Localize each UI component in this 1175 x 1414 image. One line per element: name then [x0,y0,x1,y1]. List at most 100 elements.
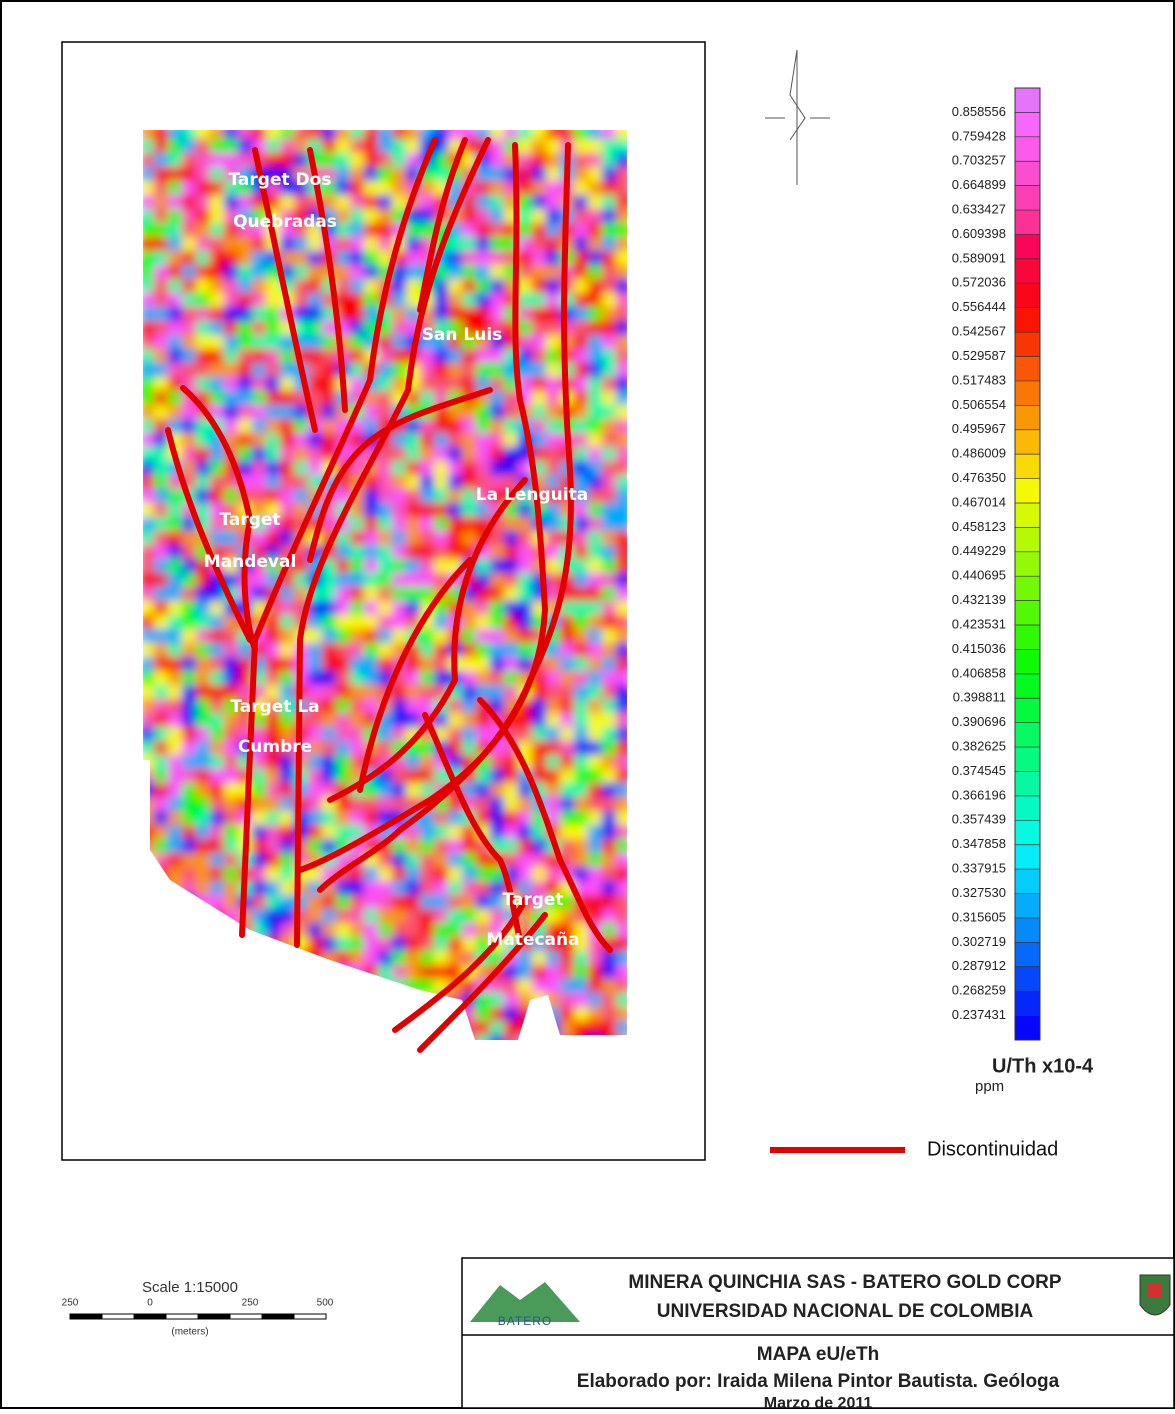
raster-cell [322,167,337,182]
raster-cell [364,909,379,924]
raster-cell [560,783,575,798]
raster-cell [154,209,169,224]
raster-cell [588,825,603,840]
raster-cell [392,727,407,742]
raster-cell [448,461,463,476]
raster-cell [448,503,463,518]
legend-label: 0.432139 [952,592,1006,607]
raster-cell [462,335,477,350]
raster-cell [560,643,575,658]
raster-cell [182,349,197,364]
raster-cell [560,629,575,644]
raster-cell [406,531,421,546]
raster-cell [154,839,169,854]
raster-cell [490,825,505,840]
raster-cell [434,545,449,560]
raster-cell [196,699,211,714]
raster-cell [518,811,533,826]
raster-cell [280,237,295,252]
raster-cell [518,741,533,756]
raster-cell [392,475,407,490]
raster-cell [238,643,253,658]
raster-cell [364,923,379,938]
raster-cell [406,909,421,924]
raster-cell [616,825,627,840]
raster-cell [224,153,239,168]
raster-cell [196,419,211,434]
raster-cell [196,853,211,868]
raster-cell [546,895,561,910]
raster-cell [420,671,435,686]
raster-cell [448,130,463,140]
scale-segment [293,1313,327,1320]
raster-cell [616,363,627,378]
raster-cell [462,130,477,140]
raster-cell [448,545,463,560]
raster-cell [490,405,505,420]
raster-cell [364,545,379,560]
raster-cell [154,769,169,784]
raster-cell [420,503,435,518]
raster-cell [616,195,627,210]
raster-cell [392,881,407,896]
raster-cell [322,671,337,686]
raster-cell [266,853,281,868]
raster-cell [546,517,561,532]
raster-cell [406,699,421,714]
raster-cell [143,615,155,630]
raster-cell [420,335,435,350]
raster-cell [546,881,561,896]
raster-cell [143,405,155,420]
raster-cell [280,615,295,630]
raster-cell [420,573,435,588]
raster-cell [350,643,365,658]
raster-cell [392,573,407,588]
raster-cell [392,447,407,462]
raster-cell [308,601,323,616]
raster-cell [602,727,617,742]
raster-cell [350,153,365,168]
color-band [1015,234,1040,260]
raster-cell [378,195,393,210]
legend-label: 0.449229 [952,543,1006,558]
raster-cell [252,475,267,490]
raster-cell [504,405,519,420]
raster-cell [392,307,407,322]
raster-cell [238,405,253,420]
raster-cell [392,531,407,546]
raster-cell [532,181,547,196]
raster-cell [154,545,169,560]
raster-cell [294,433,309,448]
raster-cell [280,335,295,350]
raster-cell [336,223,351,238]
raster-cell [546,937,561,952]
raster-cell [154,363,169,378]
raster-cell [182,727,197,742]
raster-cell [616,461,627,476]
raster-cell [378,741,393,756]
raster-cell [588,867,603,882]
raster-cell [154,643,169,658]
raster-cell [406,853,421,868]
raster-cell [532,755,547,770]
raster-cell [322,181,337,196]
raster-cell [308,321,323,336]
raster-cell [616,139,627,154]
raster-cell [238,349,253,364]
raster-cell [210,223,225,238]
raster-cell [406,755,421,770]
raster-cell [280,419,295,434]
raster-cell [434,503,449,518]
raster-cell [154,587,169,602]
raster-cell [168,811,183,826]
raster-cell [602,419,617,434]
raster-cell [143,265,155,280]
raster-cell [588,881,603,896]
raster-cell [504,433,519,448]
raster-cell [224,363,239,378]
scale-segment [261,1313,295,1320]
raster-cell [350,237,365,252]
raster-cell [476,573,491,588]
raster-cell [294,419,309,434]
raster-cell [434,937,449,952]
